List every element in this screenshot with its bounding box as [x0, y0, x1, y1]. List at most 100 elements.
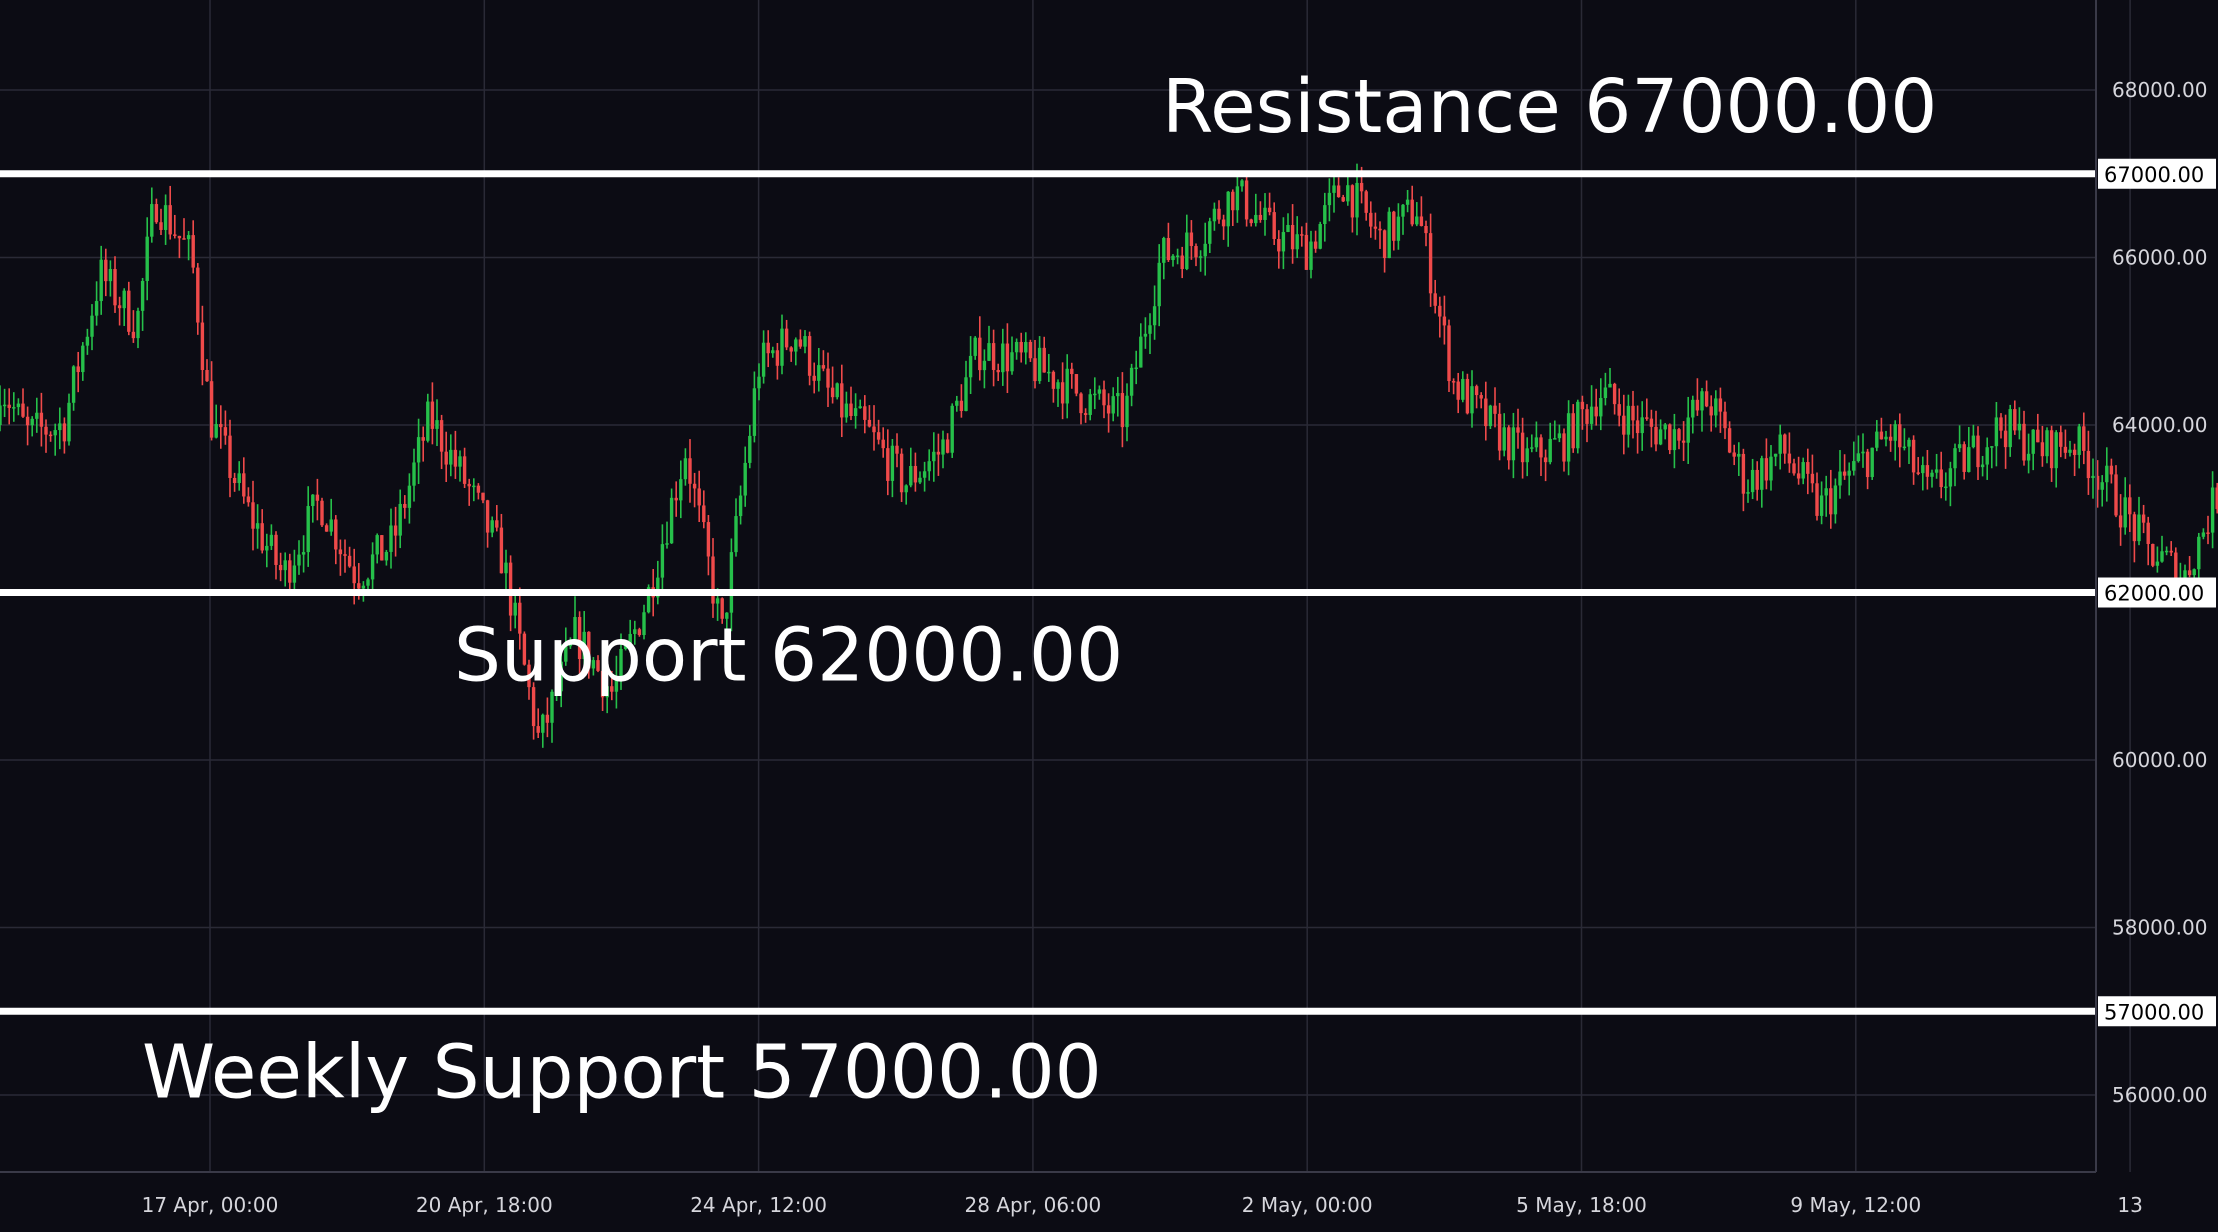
candle-body	[913, 465, 918, 483]
candle-body	[306, 506, 310, 553]
candle-body	[1622, 415, 1626, 435]
candle-body	[734, 516, 738, 553]
candle-body	[297, 554, 301, 566]
candle-body	[1497, 413, 1502, 451]
candle-body	[803, 336, 807, 347]
candle-body	[720, 598, 724, 619]
candle-body	[1773, 453, 1778, 457]
candle-body	[2160, 551, 2164, 562]
candle-body	[2118, 515, 2123, 528]
candle-body	[2114, 474, 2118, 516]
candle-body	[531, 687, 536, 727]
candle-body	[223, 427, 228, 436]
candle-body	[2036, 429, 2040, 443]
y-axis[interactable]: 56000.00 58000.00 60000.00 64000.00 66000.00…	[2112, 78, 2207, 1107]
candle-body	[292, 565, 297, 583]
candle-body	[1111, 396, 1115, 414]
candle-body	[2026, 453, 2031, 461]
candle-body	[12, 407, 16, 409]
candle-body	[1985, 447, 1989, 465]
candle-body	[941, 439, 945, 455]
candle-body	[826, 368, 830, 388]
candle-body	[1755, 469, 1759, 490]
candle-body	[886, 448, 890, 481]
candle-body	[504, 562, 508, 574]
candle-body	[766, 342, 770, 354]
candle-body	[1723, 411, 1727, 429]
x-tick-label: 17 Apr, 00:00	[142, 1193, 279, 1217]
candle-body	[209, 381, 214, 438]
candle-body	[683, 458, 688, 480]
candle-body	[541, 714, 545, 733]
x-tick-label: 9 May, 12:00	[1790, 1193, 1921, 1217]
support-label: Support 62000.00	[454, 613, 1123, 699]
candle-body	[1042, 347, 1046, 373]
candle-body	[1373, 226, 1378, 229]
candle-body	[1465, 378, 1470, 414]
y-tick-label: 58000.00	[2112, 916, 2207, 940]
candle-body	[1120, 393, 1125, 428]
candle-body	[1134, 367, 1138, 370]
candle-body	[1631, 405, 1635, 421]
candle-body	[1143, 333, 1148, 337]
candle-body	[2017, 423, 2022, 431]
candle-body	[2197, 536, 2201, 570]
candle-body	[692, 483, 697, 489]
candle-body	[357, 583, 361, 589]
candle-body	[131, 331, 136, 339]
x-axis[interactable]: 17 Apr, 00:00 20 Apr, 18:00 24 Apr, 12:00 2…	[142, 1193, 2143, 1217]
candle-body	[1221, 219, 1226, 227]
candle-body	[449, 449, 453, 465]
candle-body	[660, 544, 665, 578]
candle-body	[145, 236, 149, 281]
candle-body	[58, 423, 62, 431]
candle-body	[90, 315, 94, 337]
candle-body	[2105, 465, 2109, 483]
candle-body	[757, 376, 761, 389]
candles	[0, 163, 2218, 748]
candle-body	[338, 549, 343, 555]
candle-body	[2072, 449, 2077, 455]
candle-body	[1479, 395, 1483, 399]
candle-body	[1157, 262, 1161, 307]
candle-body	[610, 686, 614, 692]
candle-body	[1967, 447, 1971, 472]
candle-body	[1612, 383, 1617, 405]
candle-body	[559, 661, 563, 692]
candle-body	[568, 640, 573, 647]
candle-body	[490, 520, 494, 533]
candle-body	[1934, 469, 1939, 473]
candle-body	[646, 587, 651, 613]
candle-body	[1102, 389, 1106, 406]
candle-body	[426, 401, 430, 441]
candle-body	[430, 401, 435, 429]
candle-body	[246, 496, 251, 503]
candle-body	[1709, 406, 1713, 416]
candle-body	[2, 404, 7, 407]
candle-body	[380, 535, 384, 561]
candle-body	[1350, 185, 1355, 218]
candle-body	[1198, 256, 1203, 258]
candle-body	[1304, 234, 1309, 270]
candle-body	[1277, 238, 1281, 252]
candle-body	[1534, 437, 1539, 448]
support-price-tag	[2098, 577, 2216, 608]
candle-body	[614, 676, 619, 692]
candle-body	[1566, 413, 1571, 462]
resistance-label: Resistance 67000.00	[1162, 64, 1937, 150]
candle-body	[1254, 214, 1258, 224]
candle-body	[1700, 391, 1704, 411]
candle-body	[1037, 347, 1042, 382]
candle-body	[104, 259, 108, 282]
candle-body	[255, 523, 260, 529]
candle-body	[1787, 453, 1792, 464]
candle-body	[1056, 382, 1060, 389]
candle-body	[1051, 371, 1056, 389]
candle-body	[421, 437, 425, 441]
levels: Resistance 67000.00 Support 62000.00 Weekl…	[0, 64, 2096, 1115]
candle-body	[1019, 341, 1023, 353]
candle-body	[909, 465, 913, 486]
candle-body	[1520, 432, 1525, 463]
candle-body	[1226, 191, 1230, 227]
